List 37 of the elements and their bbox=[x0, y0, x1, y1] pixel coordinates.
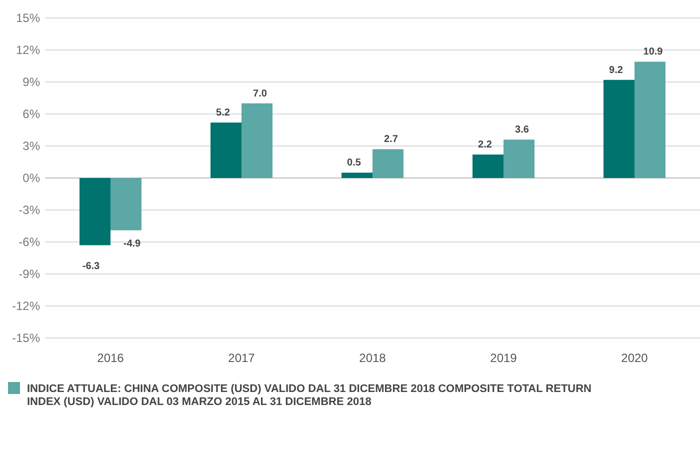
bar bbox=[80, 178, 110, 246]
data-label: 10.9 bbox=[643, 46, 664, 58]
y-tick-label: -6% bbox=[18, 235, 40, 250]
data-label: -6.3 bbox=[82, 261, 100, 272]
bar bbox=[504, 140, 534, 178]
y-tick-label: 9% bbox=[22, 75, 40, 90]
bar bbox=[342, 172, 372, 178]
bar bbox=[210, 122, 242, 178]
data-label: 9.2 bbox=[609, 64, 624, 76]
data-label: 5.2 bbox=[216, 108, 230, 119]
data-label: 2.7 bbox=[384, 134, 398, 146]
y-tick-label: -15% bbox=[12, 331, 40, 346]
y-tick-label: 12% bbox=[16, 43, 40, 58]
y-tick-label: 3% bbox=[22, 139, 40, 154]
x-tick-label: 2020 bbox=[621, 351, 648, 365]
y-tick-label: 0% bbox=[22, 171, 40, 186]
y-tick-label: 15% bbox=[16, 11, 40, 26]
y-tick-label: 6% bbox=[22, 107, 40, 122]
x-tick-label: 2018 bbox=[359, 351, 386, 365]
bar bbox=[242, 103, 272, 178]
legend-label: INDICE ATTUALE: CHINA COMPOSITE (USD) VALIDO DAL 31 DICEMBRE 2018 COMPOSITE TOTAL RETURN INDEX (USD) VALIDO DAL 03 MARZO 2015 AL 31 DICEMBRE 2018 bbox=[27, 383, 592, 408]
y-tick-label: -12% bbox=[12, 299, 40, 314]
bar bbox=[472, 154, 504, 178]
data-label: 3.6 bbox=[515, 124, 530, 136]
x-tick-label: 2016 bbox=[97, 351, 124, 365]
x-tick-label: 2019 bbox=[490, 351, 518, 365]
y-tick-label: -9% bbox=[18, 267, 40, 282]
bar bbox=[604, 80, 634, 178]
data-label: -4.9 bbox=[123, 238, 142, 250]
bar bbox=[372, 149, 404, 178]
bar bbox=[634, 62, 666, 178]
data-label: 2.2 bbox=[478, 140, 492, 151]
x-tick-label: 2017 bbox=[228, 351, 256, 365]
data-label: 7.0 bbox=[253, 88, 268, 100]
bar bbox=[110, 178, 142, 230]
y-tick-label: -3% bbox=[18, 203, 40, 218]
data-label: 0.5 bbox=[347, 158, 362, 169]
